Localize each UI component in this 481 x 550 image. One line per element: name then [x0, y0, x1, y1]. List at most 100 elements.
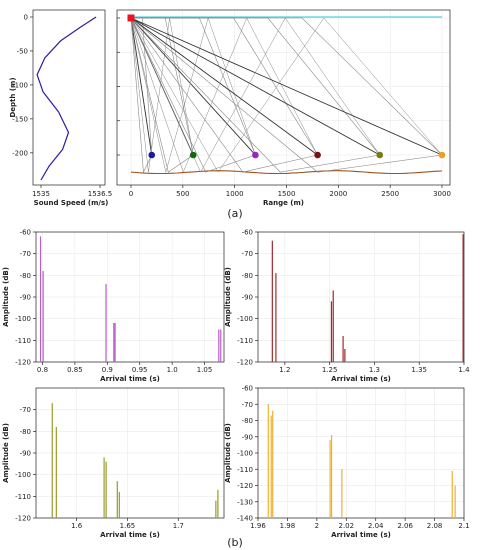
- bottom-reflected-ray: [130, 17, 380, 173]
- arrivals-2-ytick-label: -60: [242, 229, 253, 237]
- arrivals-2-xtick-label: 1.35: [411, 366, 427, 374]
- arrivals-2-ytick-label: -80: [242, 272, 253, 280]
- arrivals-1-xtick-label: 0.95: [132, 366, 148, 374]
- multi-reflected-ray: [130, 17, 381, 173]
- arrivals-4-xtick-label: 2.02: [338, 522, 354, 530]
- arrivals-3-xlabel: Arrival time (s): [100, 531, 160, 539]
- arrivals-1-xtick-label: 1.05: [197, 366, 213, 374]
- arrivals-4-ytick-label: -60: [242, 385, 253, 393]
- arrivals-panel-3: -70 -80 -90 -100 -110 -120 1.6 1.65 1.7 Arrival t…: [2, 387, 225, 539]
- arrivals-4-xtick-label: 2.08: [427, 522, 443, 530]
- arrivals-3-ytick-label: -120: [15, 515, 31, 523]
- arrivals-2-xtick-label: 1.2: [279, 366, 290, 374]
- arrivals-3-ytick-label: -90: [20, 450, 31, 458]
- ssp-ytick-label: -100: [12, 81, 28, 89]
- receiver-marker: [148, 151, 156, 159]
- ssp-ytick-label: 0: [24, 14, 28, 22]
- arrivals-1-ytick-label: -90: [20, 294, 31, 302]
- arrivals-4-ytick-label: -100: [237, 450, 253, 458]
- multi-reflected-ray: [130, 17, 194, 173]
- arrivals-1-ytick-label: -100: [15, 315, 31, 323]
- ssp-ylabel: Depth (m): [9, 77, 17, 117]
- direct-ray: [130, 17, 318, 156]
- arrivals-2-ytick-label: -100: [237, 315, 253, 323]
- ssp-ytick-label: -50: [17, 47, 28, 55]
- caption-a: (a): [227, 207, 242, 220]
- ssp-xlabel: Sound Speed (m/s): [34, 199, 109, 207]
- arrivals-1-xtick-label: 1.0: [167, 366, 178, 374]
- arrivals-1-ylabel: Amplitude (dB): [2, 267, 10, 327]
- ray-xtick-label: 3000: [433, 190, 451, 198]
- arrivals-4-xlabel: Arrival time (s): [331, 531, 391, 539]
- arrivals-4-ytick-label: -70: [242, 401, 253, 409]
- arrivals-4-xtick-label: 2.06: [397, 522, 413, 530]
- receiver-marker: [189, 151, 197, 159]
- ray-xtick-label: 2000: [329, 190, 347, 198]
- multi-reflected-ray: [130, 17, 443, 173]
- arrivals-1-xtick-label: 0.85: [67, 366, 83, 374]
- ray-xtick-label: 500: [176, 190, 189, 198]
- arrivals-3-ytick-label: -110: [15, 493, 31, 501]
- arrivals-2-xtick-label: 1.4: [458, 366, 470, 374]
- bottom-reflected-ray: [130, 17, 318, 173]
- ssp-xtick-label: 1535: [32, 190, 50, 198]
- arrivals-2-xtick-label: 1.25: [322, 366, 338, 374]
- receiver-marker: [252, 151, 259, 159]
- arrivals-3-xtick-label: 1.65: [120, 522, 136, 530]
- arrivals-1-xlabel: Arrival time (s): [100, 375, 160, 383]
- arrivals-4-ylabel: Amplitude (dB): [224, 423, 232, 483]
- ray-xlabel: Range (m): [263, 199, 304, 207]
- ssp-xtick-label: 1536.5: [88, 190, 113, 198]
- arrivals-3-ylabel: Amplitude (dB): [2, 423, 10, 483]
- bottom-reflected-ray: [130, 17, 443, 173]
- arrivals-1-ytick-label: -120: [15, 359, 31, 367]
- ssp-frame: [32, 9, 106, 186]
- bottom-reflected-ray: [130, 17, 256, 173]
- arrivals-2-xtick-label: 1.3: [369, 366, 380, 374]
- arrivals-4-xtick-label: 2.1: [458, 522, 469, 530]
- multi-reflected-ray: [130, 17, 318, 173]
- caption-b: (b): [227, 536, 243, 549]
- sound-speed-curve: [36, 16, 97, 181]
- ray-trace-panel: 0 500 1000 1500 2000 2500 3000 Range (m): [116, 9, 451, 207]
- ray-xtick-label: 2500: [381, 190, 399, 198]
- sea-bottom-line: [130, 170, 443, 175]
- arrivals-2-ytick-label: -120: [237, 359, 253, 367]
- arrivals-4-xtick-label: 2: [315, 522, 319, 530]
- arrivals-1-ytick-label: -110: [15, 337, 31, 345]
- arrivals-3-xtick-label: 1.6: [71, 522, 83, 530]
- arrivals-4-ytick-label: -140: [237, 515, 253, 523]
- arrivals-3-ytick-label: -80: [20, 428, 31, 436]
- bottom-reflected-ray: [130, 17, 194, 173]
- bottom-reflected-ray: [130, 17, 153, 174]
- arrivals-3-xtick-label: 1.7: [173, 522, 184, 530]
- arrivals-2-ytick-label: -90: [242, 294, 253, 302]
- arrivals-1-xtick-label: 0.8: [37, 366, 48, 374]
- receiver-marker: [438, 151, 446, 159]
- direct-ray: [130, 17, 443, 156]
- source-marker: [127, 14, 135, 22]
- arrivals-1-xtick-label: 0.9: [102, 366, 113, 374]
- arrivals-1-ytick-label: -70: [20, 250, 31, 258]
- arrivals-4-xtick-label: 1.96: [250, 522, 266, 530]
- arrivals-1-ytick-label: -80: [20, 272, 31, 280]
- arrivals-3-ytick-label: -70: [20, 406, 31, 414]
- ray-xtick-label: 0: [129, 190, 133, 198]
- surface-reflected-ray: [131, 17, 443, 156]
- ray-xtick-label: 1000: [226, 190, 244, 198]
- arrivals-4-xtick-label: 1.98: [280, 522, 296, 530]
- arrivals-4-ytick-label: -130: [237, 498, 253, 506]
- arrivals-4-ytick-label: -90: [242, 433, 253, 441]
- arrivals-panel-2: -60 -70 -80 -90 -100 -110 -120 1.2 1.25 1.3 1.35 1.…: [224, 229, 470, 384]
- arrivals-2-ytick-label: -110: [237, 337, 253, 345]
- arrivals-2-ylabel: Amplitude (dB): [224, 267, 232, 327]
- direct-ray: [130, 17, 381, 156]
- arrivals-3-ytick-label: -100: [15, 471, 31, 479]
- arrivals-panel-1: -60 -70 -80 -90 -100 -110 -120 0.8 0.85 0.9 0.95 1.…: [2, 229, 225, 383]
- ray-xtick-label: 1500: [278, 190, 296, 198]
- arrivals-4-xtick-label: 2.04: [368, 522, 384, 530]
- direct-ray: [130, 17, 256, 156]
